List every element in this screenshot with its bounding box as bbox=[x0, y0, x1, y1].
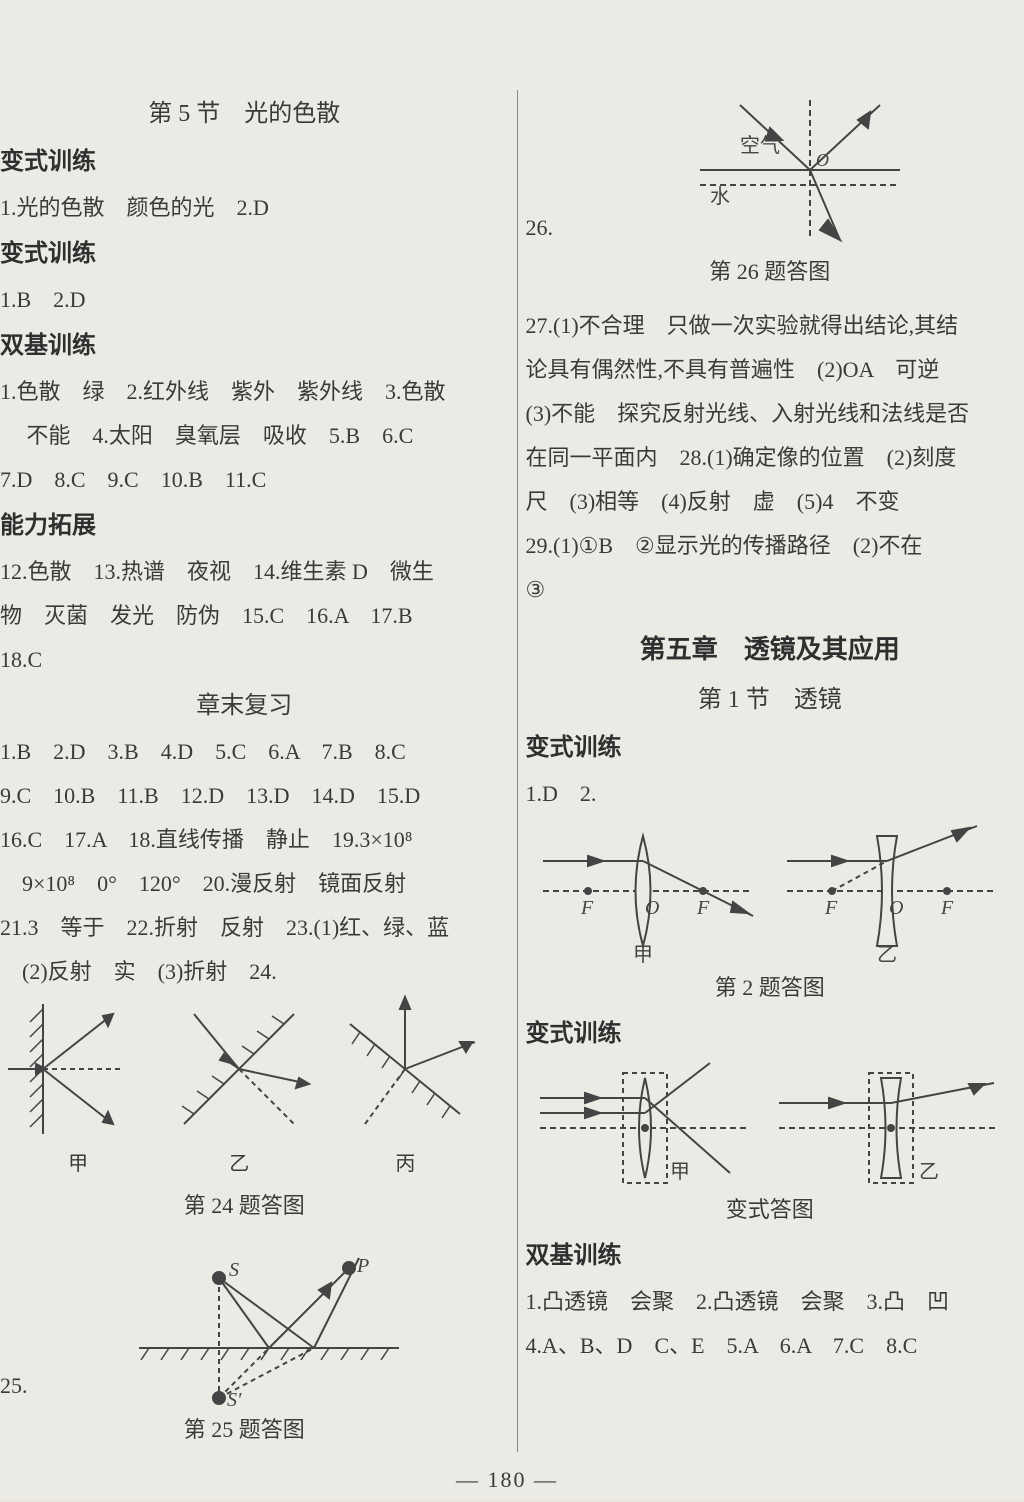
label-yi: 乙 bbox=[164, 1144, 314, 1184]
figure-26-caption: 第 26 题答图 bbox=[526, 250, 1015, 294]
answer-line: 不能 4.太阳 臭氧层 吸收 5.B 6.C bbox=[0, 414, 489, 458]
left-column: 第 5 节 光的色散 变式训练 1.光的色散 颜色的光 2.D 变式训练 1.B… bbox=[0, 90, 497, 1452]
label-S-prime: S' bbox=[227, 1389, 242, 1408]
figure-24-jia bbox=[8, 994, 148, 1144]
label-S: S bbox=[229, 1259, 239, 1281]
answer-line: 1.色散 绿 2.红外线 紫外 紫外线 3.色散 bbox=[0, 370, 489, 414]
answer-line: (3)不能 探究反射光线、入射光线和法线是否 bbox=[526, 392, 1015, 436]
page-number: — 180 — bbox=[0, 1458, 1014, 1502]
svg-text:O: O bbox=[889, 897, 903, 919]
heading-shuangji-r: 双基训练 bbox=[526, 1232, 1015, 1280]
heading-shuangji: 双基训练 bbox=[0, 322, 489, 370]
figure-24-caption: 第 24 题答图 bbox=[0, 1184, 489, 1228]
figure-2-concave: F O F 乙 bbox=[777, 816, 1007, 966]
answer-line: 9.C 10.B 11.B 12.D 13.D 14.D 15.D bbox=[0, 774, 489, 818]
figure-bianshi: 甲 乙 bbox=[526, 1058, 1015, 1188]
label-bing: 丙 bbox=[330, 1144, 480, 1184]
svg-text:O: O bbox=[645, 897, 659, 919]
right-column: 26. 空气 水 O bbox=[517, 90, 1015, 1452]
figure-2-caption: 第 2 题答图 bbox=[526, 966, 1015, 1010]
answer-line: 论具有偶然性,不具有普遍性 (2)OA 可逆 bbox=[526, 348, 1015, 392]
label-O: O bbox=[816, 150, 829, 170]
svg-text:F: F bbox=[824, 897, 838, 919]
section-5-title: 第 5 节 光的色散 bbox=[0, 90, 489, 138]
figure-25-caption: 第 25 题答图 bbox=[0, 1408, 489, 1452]
label-water: 水 bbox=[710, 185, 730, 208]
heading-nengli: 能力拓展 bbox=[0, 502, 489, 550]
answer-line: 1.凸透镜 会聚 2.凸透镜 会聚 3.凸 凹 bbox=[526, 1280, 1015, 1324]
chapter-review-title: 章末复习 bbox=[0, 682, 489, 730]
answer-line: 7.D 8.C 9.C 10.B 11.C bbox=[0, 458, 489, 502]
q25-row: 25. bbox=[0, 1228, 489, 1408]
q26-number: 26. bbox=[526, 206, 566, 250]
answer-line: 1.B 2.D bbox=[0, 278, 489, 322]
figure-24-labels: 甲 乙 丙 bbox=[0, 1144, 489, 1184]
answer-line: 物 灭菌 发光 防伪 15.C 16.A 17.B bbox=[0, 594, 489, 638]
answer-line: 18.C bbox=[0, 638, 489, 682]
answer-line: 21.3 等于 22.折射 反射 23.(1)红、绿、蓝 bbox=[0, 906, 489, 950]
figure-26: 空气 水 O bbox=[640, 90, 940, 250]
figure-bianshi-concave: 乙 bbox=[774, 1058, 1004, 1188]
heading-bianshi-r1: 变式训练 bbox=[526, 724, 1015, 772]
heading-bianshi-1: 变式训练 bbox=[0, 138, 489, 186]
figure-24-bing bbox=[330, 994, 480, 1144]
svg-text:乙: 乙 bbox=[877, 944, 897, 966]
page: 第 5 节 光的色散 变式训练 1.光的色散 颜色的光 2.D 变式训练 1.B… bbox=[0, 0, 1024, 1500]
svg-text:甲: 甲 bbox=[670, 1161, 690, 1183]
svg-text:乙: 乙 bbox=[919, 1161, 939, 1183]
label-jia: 甲 bbox=[8, 1144, 148, 1184]
section-1-title: 第 1 节 透镜 bbox=[526, 676, 1015, 724]
answer-line: ③ bbox=[526, 568, 1015, 612]
answer-line: (2)反射 实 (3)折射 24. bbox=[0, 950, 489, 994]
label-P: P bbox=[356, 1255, 369, 1277]
figure-bianshi-caption: 变式答图 bbox=[526, 1188, 1015, 1232]
answer-line: 尺 (3)相等 (4)反射 虚 (5)4 不变 bbox=[526, 480, 1015, 524]
two-column-layout: 第 5 节 光的色散 变式训练 1.光的色散 颜色的光 2.D 变式训练 1.B… bbox=[0, 90, 1014, 1452]
answer-line: 16.C 17.A 18.直线传播 静止 19.3×10⁸ bbox=[0, 818, 489, 862]
figure-2-convex: F O F 甲 bbox=[533, 816, 763, 966]
svg-text:F: F bbox=[696, 897, 710, 919]
answer-line: 27.(1)不合理 只做一次实验就得出结论,其结 bbox=[526, 304, 1015, 348]
svg-text:甲: 甲 bbox=[633, 944, 653, 966]
answer-line: 4.A、B、D C、E 5.A 6.A 7.C 8.C bbox=[526, 1324, 1015, 1368]
answer-line: 1.D 2. bbox=[526, 772, 1015, 816]
answer-line: 在同一平面内 28.(1)确定像的位置 (2)刻度 bbox=[526, 436, 1015, 480]
figure-2: F O F 甲 bbox=[526, 816, 1015, 966]
figure-25: S P S' bbox=[119, 1228, 419, 1408]
figure-24-yi bbox=[164, 994, 314, 1144]
chapter-5-title: 第五章 透镜及其应用 bbox=[526, 624, 1015, 676]
heading-bianshi-2: 变式训练 bbox=[0, 230, 489, 278]
figure-bianshi-convex: 甲 bbox=[535, 1058, 755, 1188]
svg-text:F: F bbox=[580, 897, 594, 919]
answer-line: 29.(1)①B ②显示光的传播路径 (2)不在 bbox=[526, 524, 1015, 568]
label-air: 空气 bbox=[740, 134, 780, 157]
answer-line: 1.光的色散 颜色的光 2.D bbox=[0, 186, 489, 230]
svg-text:F: F bbox=[940, 897, 954, 919]
heading-bianshi-r2: 变式训练 bbox=[526, 1010, 1015, 1058]
q25-number: 25. bbox=[0, 1364, 50, 1408]
answer-line: 1.B 2.D 3.B 4.D 5.C 6.A 7.B 8.C bbox=[0, 730, 489, 774]
answer-line: 12.色散 13.热谱 夜视 14.维生素 D 微生 bbox=[0, 550, 489, 594]
answer-line: 9×10⁸ 0° 120° 20.漫反射 镜面反射 bbox=[0, 862, 489, 906]
figure-24 bbox=[0, 994, 489, 1144]
